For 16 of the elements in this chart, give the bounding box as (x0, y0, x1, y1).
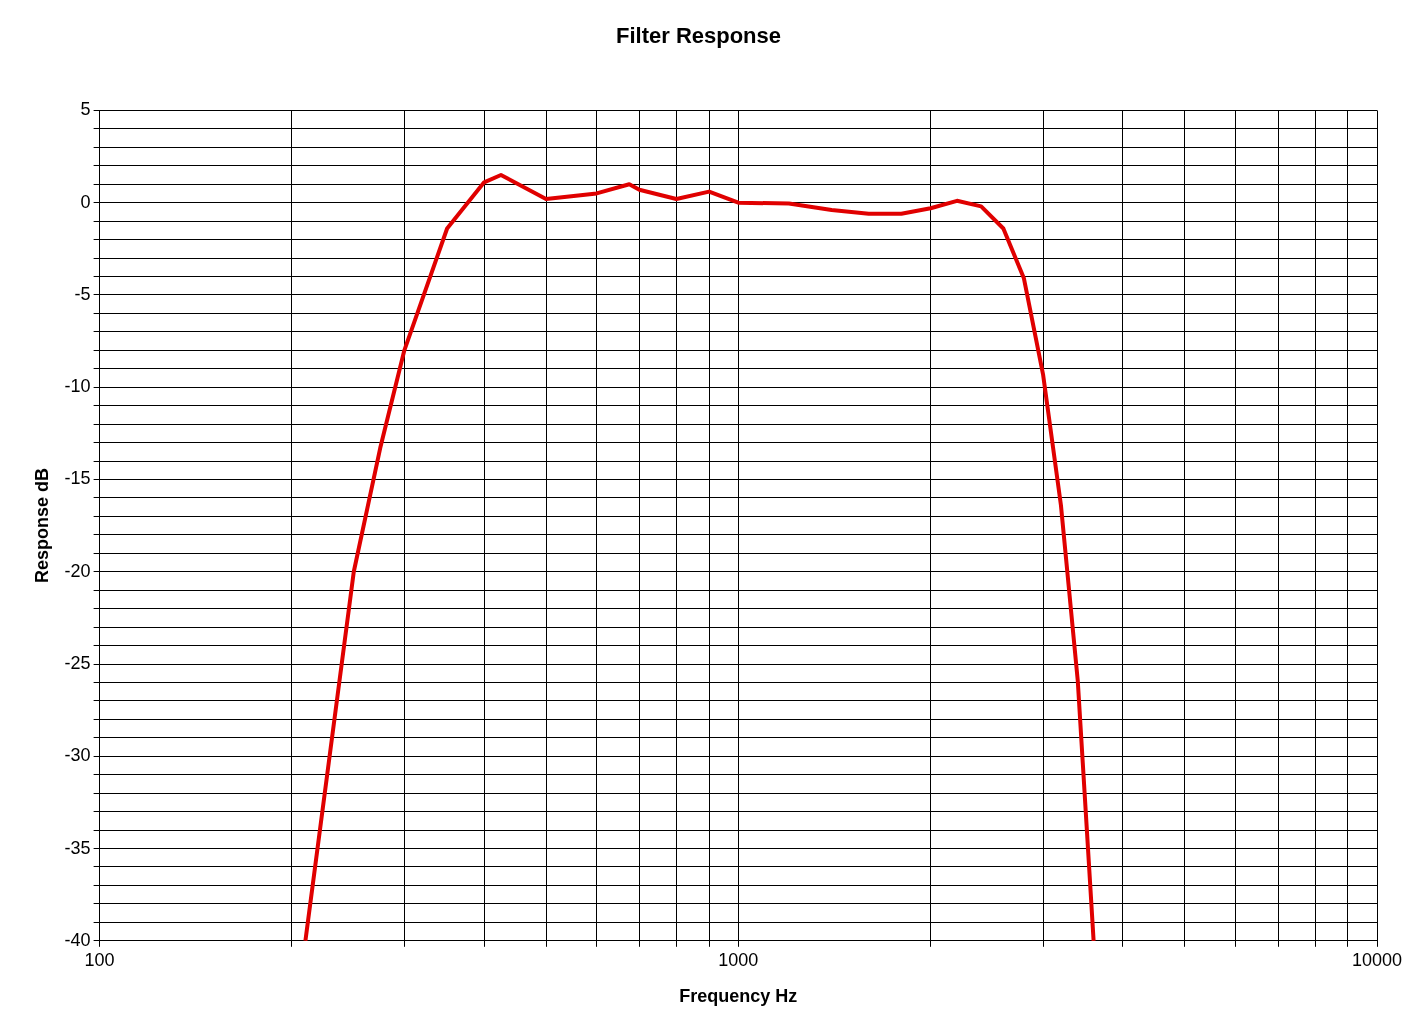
y-tick-label: -35 (64, 837, 91, 858)
x-axis-title: Frequency Hz (679, 986, 798, 1007)
x-tick-label: 100 (84, 949, 115, 970)
x-tick-label: 10000 (1351, 949, 1403, 970)
y-tick-label: -10 (64, 376, 91, 397)
x-tick-label: 1000 (718, 949, 759, 970)
chart-title: Filter Response (615, 23, 782, 49)
y-tick-label: -5 (74, 283, 91, 304)
y-tick-label: -30 (64, 745, 91, 766)
y-tick-label: 0 (80, 191, 91, 212)
y-tick-label: -15 (64, 468, 91, 489)
y-tick-label: -40 (64, 929, 91, 950)
y-tick-label: -20 (64, 560, 91, 581)
y-tick-label: 5 (80, 99, 91, 120)
y-tick-label: -25 (64, 652, 91, 673)
y-axis-title: Response dB (31, 468, 52, 584)
